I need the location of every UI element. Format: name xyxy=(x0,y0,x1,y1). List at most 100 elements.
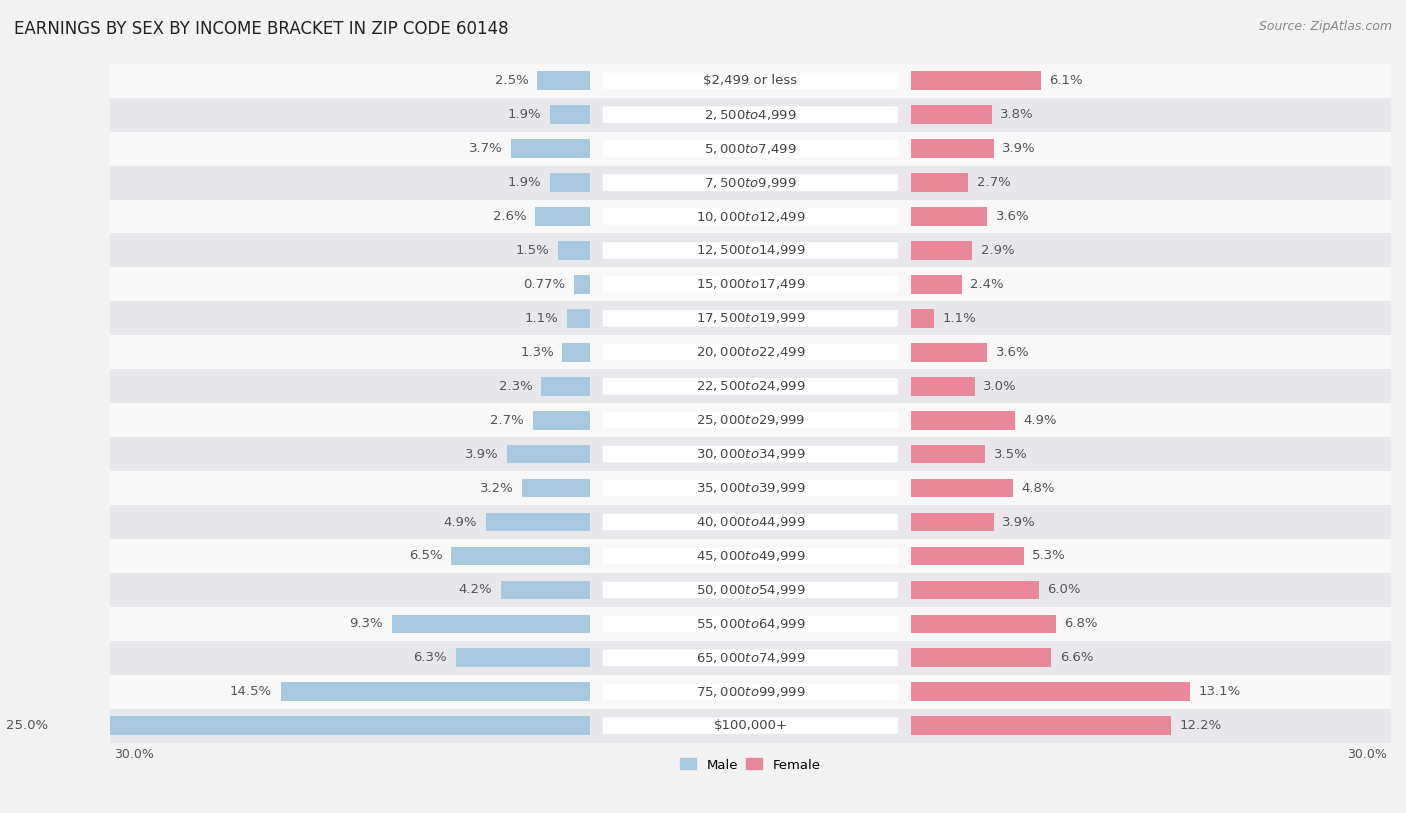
Bar xyxy=(911,173,969,192)
Bar xyxy=(911,615,1056,633)
Bar xyxy=(911,580,1039,599)
Text: 4.8%: 4.8% xyxy=(1022,481,1054,494)
Text: 9.3%: 9.3% xyxy=(350,617,382,630)
Text: $5,000 to $7,499: $5,000 to $7,499 xyxy=(704,141,797,155)
Bar xyxy=(110,199,1391,233)
FancyBboxPatch shape xyxy=(603,276,898,293)
Text: 2.3%: 2.3% xyxy=(499,380,533,393)
Bar xyxy=(110,641,1391,675)
Text: 30.0%: 30.0% xyxy=(114,748,153,761)
Text: 6.6%: 6.6% xyxy=(1060,651,1094,664)
Text: $40,000 to $44,999: $40,000 to $44,999 xyxy=(696,515,806,529)
Bar xyxy=(574,275,591,293)
Bar xyxy=(533,411,591,429)
Text: $2,499 or less: $2,499 or less xyxy=(703,74,797,87)
Text: 1.9%: 1.9% xyxy=(508,108,541,121)
Bar xyxy=(110,166,1391,199)
FancyBboxPatch shape xyxy=(603,446,898,463)
Text: 6.0%: 6.0% xyxy=(1047,584,1081,597)
Bar xyxy=(110,132,1391,166)
Bar xyxy=(522,479,591,498)
Text: 3.9%: 3.9% xyxy=(1002,515,1036,528)
Bar xyxy=(911,377,974,396)
Text: 4.9%: 4.9% xyxy=(443,515,477,528)
Text: $100,000+: $100,000+ xyxy=(713,720,787,733)
Text: $15,000 to $17,499: $15,000 to $17,499 xyxy=(696,277,806,291)
FancyBboxPatch shape xyxy=(603,107,898,123)
FancyBboxPatch shape xyxy=(603,615,898,633)
Bar xyxy=(56,716,591,735)
Bar xyxy=(110,539,1391,573)
Bar xyxy=(110,369,1391,403)
Text: 1.3%: 1.3% xyxy=(520,346,554,359)
Text: 4.9%: 4.9% xyxy=(1024,414,1057,427)
FancyBboxPatch shape xyxy=(603,581,898,598)
Bar xyxy=(512,139,591,158)
Text: $50,000 to $54,999: $50,000 to $54,999 xyxy=(696,583,806,597)
Text: 4.2%: 4.2% xyxy=(458,584,492,597)
Text: 1.1%: 1.1% xyxy=(524,312,558,325)
Text: 3.7%: 3.7% xyxy=(470,142,503,155)
Text: 3.2%: 3.2% xyxy=(479,481,513,494)
Bar xyxy=(911,275,962,293)
Text: Source: ZipAtlas.com: Source: ZipAtlas.com xyxy=(1258,20,1392,33)
Text: 3.0%: 3.0% xyxy=(983,380,1017,393)
Text: $45,000 to $49,999: $45,000 to $49,999 xyxy=(696,549,806,563)
Bar xyxy=(537,72,591,90)
Bar xyxy=(110,403,1391,437)
Bar xyxy=(281,682,591,701)
Text: $2,500 to $4,999: $2,500 to $4,999 xyxy=(704,107,797,122)
FancyBboxPatch shape xyxy=(603,242,898,259)
Bar xyxy=(911,343,987,362)
Bar xyxy=(911,513,994,532)
Bar xyxy=(451,546,591,565)
Text: 13.1%: 13.1% xyxy=(1199,685,1241,698)
Bar xyxy=(567,309,591,328)
Bar xyxy=(911,716,1171,735)
FancyBboxPatch shape xyxy=(603,344,898,361)
Bar xyxy=(911,682,1191,701)
Bar xyxy=(485,513,591,532)
Text: 14.5%: 14.5% xyxy=(231,685,273,698)
Bar xyxy=(911,546,1024,565)
Bar xyxy=(550,173,591,192)
Text: $10,000 to $12,499: $10,000 to $12,499 xyxy=(696,210,806,224)
Bar xyxy=(110,709,1391,742)
FancyBboxPatch shape xyxy=(603,684,898,700)
Text: 12.2%: 12.2% xyxy=(1180,720,1222,733)
Bar xyxy=(911,649,1052,667)
Bar xyxy=(541,377,591,396)
Text: EARNINGS BY SEX BY INCOME BRACKET IN ZIP CODE 60148: EARNINGS BY SEX BY INCOME BRACKET IN ZIP… xyxy=(14,20,509,38)
Text: 1.9%: 1.9% xyxy=(508,176,541,189)
Bar xyxy=(110,471,1391,505)
Text: $75,000 to $99,999: $75,000 to $99,999 xyxy=(696,685,806,698)
Bar xyxy=(456,649,591,667)
FancyBboxPatch shape xyxy=(603,717,898,734)
Text: $65,000 to $74,999: $65,000 to $74,999 xyxy=(696,650,806,665)
Bar xyxy=(911,106,991,124)
Bar xyxy=(911,445,986,463)
Bar xyxy=(110,98,1391,132)
Bar xyxy=(911,72,1040,90)
Bar xyxy=(911,411,1015,429)
Text: 6.8%: 6.8% xyxy=(1064,617,1098,630)
Text: 5.3%: 5.3% xyxy=(1032,550,1066,563)
Text: $35,000 to $39,999: $35,000 to $39,999 xyxy=(696,481,806,495)
Text: 2.7%: 2.7% xyxy=(977,176,1011,189)
FancyBboxPatch shape xyxy=(603,310,898,327)
Text: $7,500 to $9,999: $7,500 to $9,999 xyxy=(704,176,797,189)
Text: 3.8%: 3.8% xyxy=(1000,108,1033,121)
Bar xyxy=(110,437,1391,471)
Bar xyxy=(110,675,1391,709)
Bar xyxy=(911,241,973,260)
Bar xyxy=(911,309,934,328)
Text: 1.1%: 1.1% xyxy=(942,312,976,325)
Text: 6.1%: 6.1% xyxy=(1049,74,1083,87)
Legend: Male, Female: Male, Female xyxy=(675,753,825,776)
Text: 2.5%: 2.5% xyxy=(495,74,529,87)
Text: $17,500 to $19,999: $17,500 to $19,999 xyxy=(696,311,806,325)
Bar xyxy=(558,241,591,260)
Text: $55,000 to $64,999: $55,000 to $64,999 xyxy=(696,617,806,631)
Bar xyxy=(911,207,987,226)
Text: 2.6%: 2.6% xyxy=(492,210,526,223)
